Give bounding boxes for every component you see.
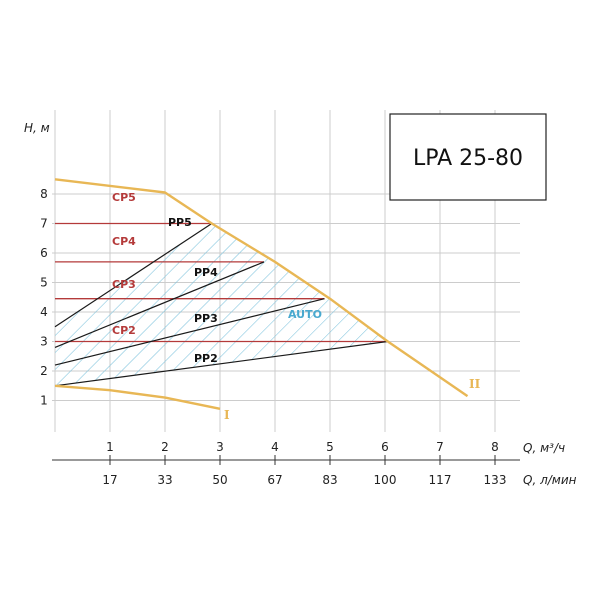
- x-tick-label-2: 83: [322, 473, 337, 487]
- x-tick-label-2: 67: [267, 473, 282, 487]
- curve-ii-label: II: [469, 377, 481, 391]
- model-box: LPA 25-80: [389, 113, 547, 201]
- pp5-label: PP5: [168, 216, 192, 229]
- x-tick-label-2: 50: [212, 473, 227, 487]
- x-tick-label-2: 133: [484, 473, 507, 487]
- cp4-label: CP4: [112, 235, 136, 248]
- y-tick-label: 7: [40, 217, 48, 231]
- pp5-line: [54, 222, 213, 328]
- x-tick-label: 3: [216, 440, 224, 454]
- auto-label: AUTO: [288, 308, 322, 321]
- y-axis-label: H, м: [24, 121, 50, 135]
- x-tick-label: 7: [436, 440, 444, 454]
- y-tick-label: 1: [40, 394, 48, 408]
- y-tick-label: 8: [40, 187, 48, 201]
- y-tick-label: 3: [40, 335, 48, 349]
- pp4-label: PP4: [194, 266, 218, 279]
- x-tick-label: 8: [491, 440, 499, 454]
- x-tick-label: 6: [381, 440, 389, 454]
- x-tick-label: 4: [271, 440, 279, 454]
- min-curve-i: [54, 384, 221, 410]
- y-tick-label: 6: [40, 246, 48, 260]
- pp3-line: [54, 298, 325, 366]
- x-tick-label-2: 117: [429, 473, 452, 487]
- x-tick-label-2: 33: [157, 473, 172, 487]
- pp2-line: [54, 340, 388, 387]
- model-box-frame: [389, 113, 547, 201]
- pp3-label: PP3: [194, 312, 218, 325]
- pp4-line: [54, 261, 265, 348]
- cp3-label: CP3: [112, 278, 136, 291]
- x-tick-label: 1: [106, 440, 114, 454]
- y-tick-label: 2: [40, 364, 48, 378]
- curve-i-label: I: [224, 408, 230, 422]
- x-axis-label: Q, м³/ч: [523, 441, 565, 455]
- x-tick-label-2: 17: [102, 473, 117, 487]
- x-tick-label-2: 100: [374, 473, 397, 487]
- y-tick-label: 4: [40, 305, 48, 319]
- cp5-label: CP5: [112, 191, 136, 204]
- x-axis-label-2: Q, л/мин: [523, 473, 577, 487]
- curves: [54, 178, 469, 410]
- x-tick-label: 5: [326, 440, 334, 454]
- y-tick-label: 5: [40, 276, 48, 290]
- cp2-label: CP2: [112, 324, 136, 337]
- x-tick-label: 2: [161, 440, 169, 454]
- pp2-label: PP2: [194, 352, 218, 365]
- chart-title: LPA 25-80: [413, 146, 523, 171]
- max-curve-ii: [54, 178, 469, 398]
